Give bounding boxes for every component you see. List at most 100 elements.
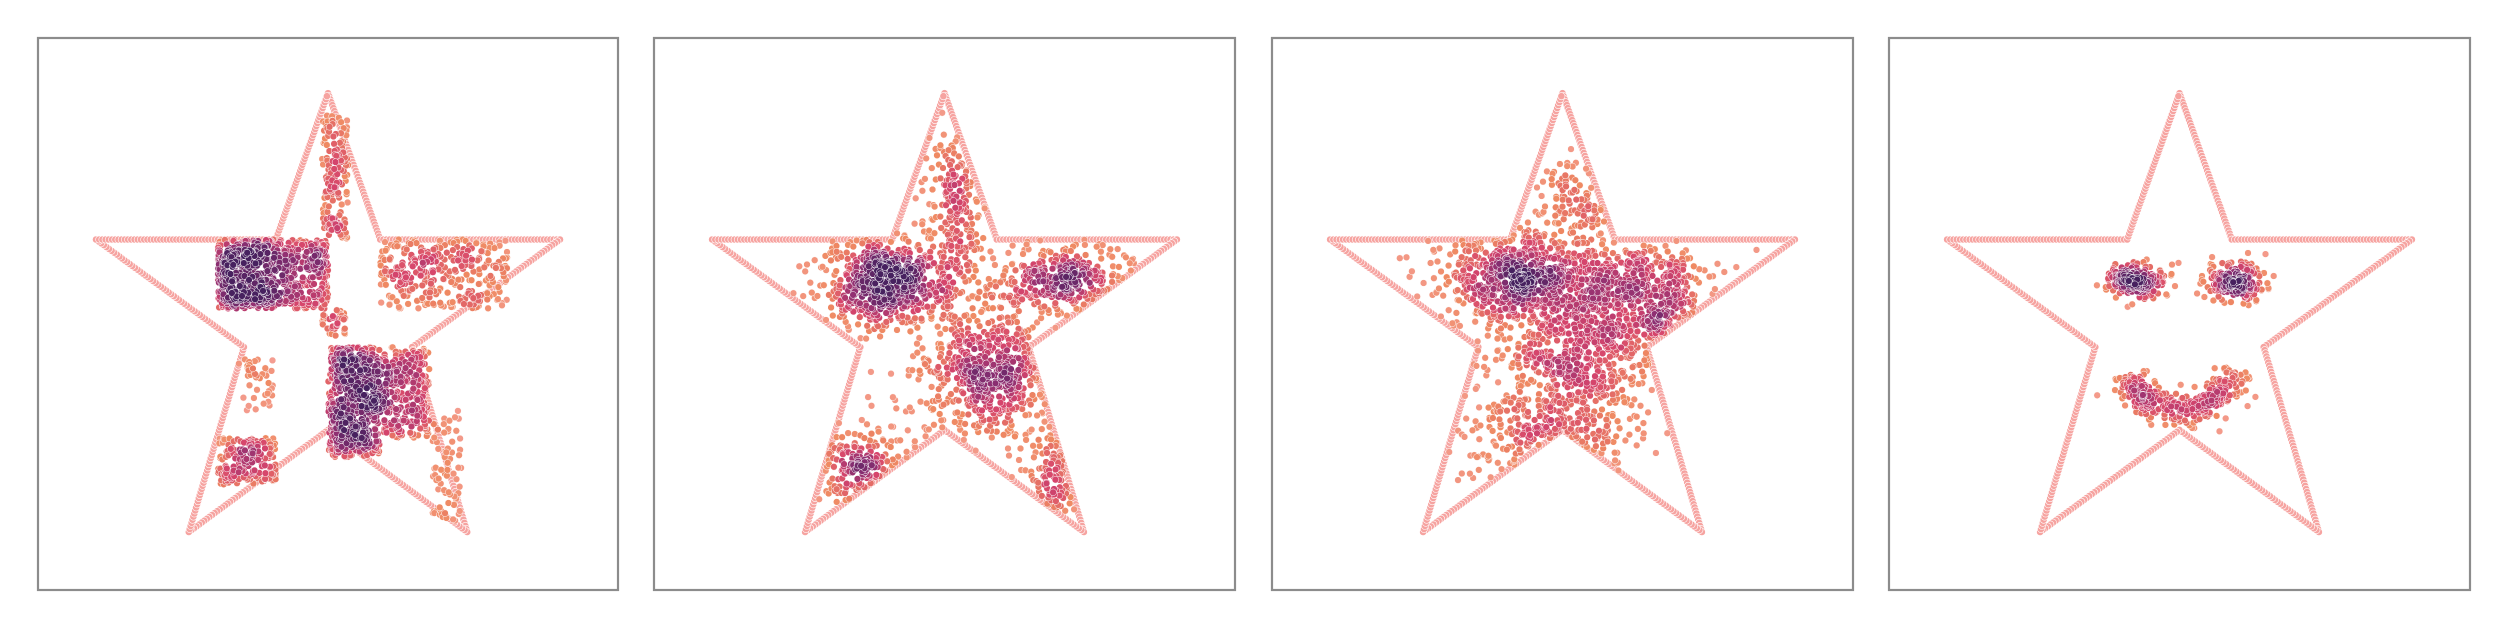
- sample-point: [893, 229, 901, 237]
- sample-point: [1026, 381, 1035, 389]
- sample-point: [789, 289, 798, 297]
- sample-point: [278, 271, 286, 279]
- sample-point: [393, 367, 401, 376]
- sample-point: [833, 498, 841, 506]
- sample-point: [1036, 391, 1044, 399]
- sample-point: [896, 436, 904, 444]
- sample-point: [1034, 436, 1043, 444]
- sample-point: [358, 434, 366, 442]
- sample-point: [337, 395, 345, 404]
- sample-point: [979, 234, 987, 242]
- sample-point: [374, 378, 383, 386]
- sample-point: [914, 306, 922, 314]
- sample-point: [1002, 328, 1011, 336]
- sample-point: [429, 268, 437, 276]
- sample-point: [400, 416, 408, 425]
- sample-point: [822, 316, 830, 324]
- sample-point: [381, 246, 390, 255]
- sample-point: [402, 273, 410, 281]
- sample-point: [408, 285, 416, 293]
- sample-point: [941, 325, 950, 333]
- sample-point: [916, 398, 925, 406]
- sample-point: [452, 427, 460, 435]
- sample-point: [447, 278, 455, 286]
- sample-point: [906, 403, 914, 412]
- sample-point: [937, 416, 945, 424]
- sample-point: [935, 385, 943, 393]
- sample-point: [973, 198, 981, 206]
- sample-point: [1036, 442, 1044, 450]
- sample-point: [863, 420, 871, 428]
- sample-point: [971, 447, 980, 455]
- sample-point: [981, 353, 989, 361]
- sample-point: [912, 194, 920, 202]
- sample-point: [484, 304, 492, 312]
- sample-point: [347, 366, 356, 375]
- sample-point: [261, 469, 270, 477]
- sample-point: [1000, 431, 1008, 439]
- sample-point: [426, 288, 434, 297]
- sample-point: [382, 281, 390, 289]
- sample-point: [829, 311, 837, 320]
- sample-point: [253, 386, 261, 394]
- sample-point: [351, 431, 359, 439]
- sample-point: [913, 349, 921, 357]
- sample-point: [803, 260, 811, 269]
- sample-point: [947, 242, 955, 250]
- sample-point: [309, 291, 318, 299]
- sample-point: [837, 253, 845, 261]
- sample-point: [445, 488, 453, 496]
- sample-point: [311, 252, 319, 260]
- sample-point: [970, 345, 978, 353]
- sample-point: [1048, 265, 1057, 273]
- sample-point: [390, 416, 398, 425]
- sample-point: [1067, 247, 1075, 255]
- sample-point: [882, 318, 890, 326]
- sample-point: [996, 399, 1005, 407]
- sample-point: [844, 429, 852, 437]
- sample-point: [270, 254, 278, 262]
- sample-point: [1004, 318, 1013, 326]
- sample-point: [1051, 476, 1060, 484]
- sample-point: [338, 200, 346, 209]
- sample-point: [400, 292, 408, 300]
- sample-point: [243, 249, 251, 257]
- sample-point: [360, 391, 368, 399]
- scatter-panel-2: [652, 36, 1237, 592]
- sample-point: [393, 242, 401, 250]
- sample-point: [981, 300, 989, 308]
- sample-point: [925, 134, 934, 142]
- sample-point: [1108, 253, 1116, 261]
- sample-point: [477, 247, 486, 255]
- sample-point: [440, 428, 448, 437]
- sample-point: [956, 187, 964, 195]
- sample-point: [356, 366, 364, 374]
- sample-point: [986, 247, 995, 256]
- sample-point: [443, 249, 451, 257]
- sample-point: [392, 405, 400, 413]
- sample-point: [858, 239, 866, 247]
- sample-point: [263, 389, 272, 398]
- sample-point: [854, 320, 862, 329]
- sample-point: [902, 448, 911, 456]
- sample-point: [329, 312, 337, 320]
- sample-point: [1015, 456, 1023, 464]
- sample-point: [440, 420, 448, 428]
- sample-point: [1009, 299, 1018, 307]
- sample-point: [872, 471, 880, 479]
- sample-point: [849, 242, 857, 251]
- sample-point: [1051, 465, 1060, 474]
- sample-point: [330, 183, 339, 191]
- sample-point: [1106, 245, 1114, 253]
- sample-point: [863, 322, 871, 330]
- sample-point: [799, 292, 807, 300]
- sample-point: [952, 256, 961, 264]
- sample-point: [238, 292, 246, 300]
- sample-point: [325, 202, 333, 211]
- sample-point: [270, 287, 278, 295]
- sample-point: [815, 495, 823, 503]
- sample-point: [906, 327, 915, 336]
- sample-point: [974, 278, 982, 287]
- sample-point: [414, 304, 423, 312]
- sample-point: [916, 246, 924, 254]
